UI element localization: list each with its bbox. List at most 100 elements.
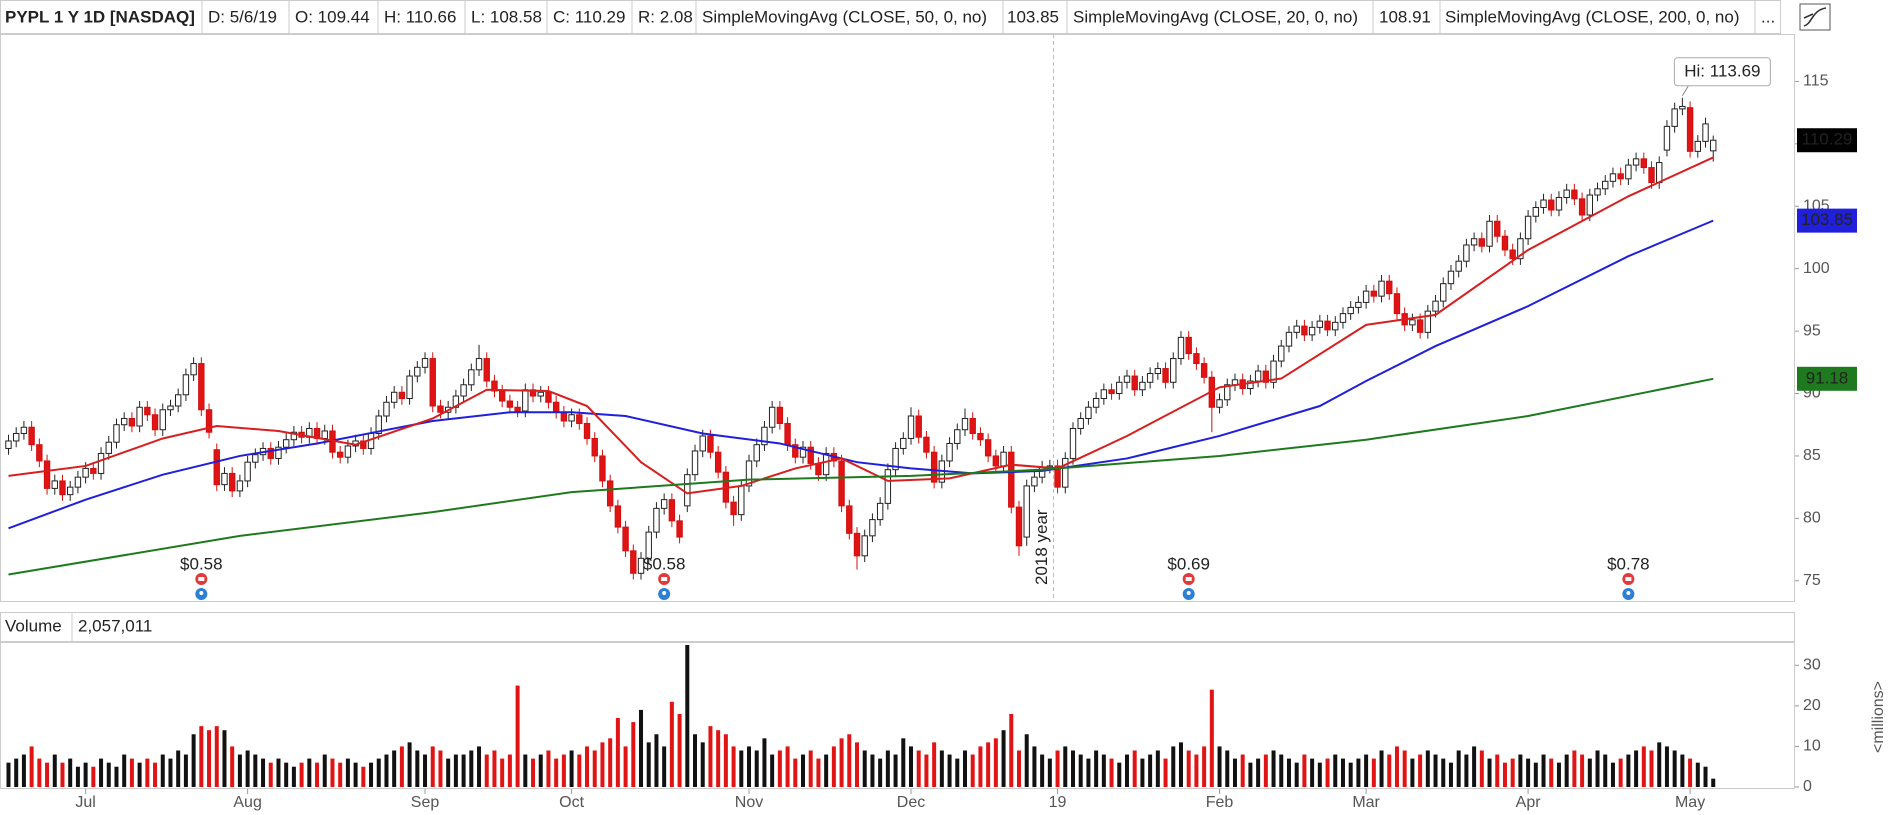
volume-bar — [1148, 754, 1153, 787]
volume-bar — [1364, 754, 1369, 787]
candle-body — [1656, 162, 1663, 184]
volume-bar — [1225, 750, 1230, 787]
candle-body — [483, 358, 490, 382]
candle-body — [460, 384, 467, 397]
icon-line[interactable] — [1803, 13, 1814, 19]
candle-body — [915, 415, 922, 438]
candle-body — [745, 460, 753, 487]
candle-body — [498, 390, 506, 402]
volume-bar — [1194, 754, 1199, 787]
volume-bar — [1572, 750, 1577, 787]
volume-bar — [1140, 758, 1145, 787]
candle-body — [861, 535, 868, 557]
candle-body — [59, 480, 66, 496]
volume-bar — [777, 750, 782, 787]
study-icon[interactable] — [1799, 3, 1831, 31]
volume-bar — [700, 742, 705, 787]
volume-bar — [1595, 750, 1600, 787]
dividend-marker: $0.58 — [180, 554, 223, 600]
volume-bar — [870, 754, 875, 787]
candle-body — [984, 439, 992, 457]
volume-bar — [222, 730, 227, 787]
candle-body — [128, 417, 136, 427]
candle-body — [282, 439, 290, 448]
volume-bar — [399, 746, 404, 787]
candle-body — [1416, 319, 1424, 333]
candle-body — [1694, 140, 1702, 152]
candle-body — [684, 474, 691, 507]
volume-bar — [577, 754, 582, 787]
volume-bar — [91, 766, 96, 787]
candle-body — [205, 409, 213, 433]
candle-body — [1478, 238, 1486, 247]
volume-bar — [45, 762, 50, 787]
candle-body — [1285, 331, 1293, 347]
candle-body — [244, 461, 251, 482]
volume-bar — [315, 762, 320, 787]
volume-bar — [369, 762, 374, 787]
volume-bar — [1618, 758, 1623, 787]
volume-bar — [1526, 758, 1531, 787]
volume-bar — [29, 746, 34, 787]
volume-bar — [168, 758, 173, 787]
candle-body — [1494, 220, 1501, 237]
volume-bar — [361, 766, 366, 787]
candle-body — [221, 472, 228, 486]
volume-bar — [1641, 746, 1646, 787]
icon-curve[interactable] — [1803, 7, 1827, 27]
volume-bar — [153, 762, 158, 787]
volume-bar — [677, 713, 682, 787]
volume-bar — [453, 754, 458, 787]
volume-bar — [515, 685, 520, 787]
candle-body — [1339, 313, 1347, 323]
candle-body — [1069, 427, 1077, 459]
volume-bar — [1340, 758, 1345, 787]
candle-body — [653, 507, 660, 533]
y-tick-label: 75 — [1803, 572, 1821, 589]
candle-body — [1054, 465, 1061, 488]
y-tick-label: 100 — [1803, 260, 1830, 277]
volume-bar — [523, 754, 528, 787]
volume-axis-label: <millions> — [1870, 681, 1887, 753]
candle-body — [545, 391, 552, 403]
volume-y-tick-label: 10 — [1803, 738, 1821, 755]
candle-body — [630, 550, 637, 574]
candle-body — [12, 432, 20, 442]
candle-body — [36, 444, 43, 462]
candle-body — [97, 452, 105, 474]
candle-body — [1710, 139, 1717, 152]
header-more[interactable]: ... — [1761, 7, 1775, 26]
candle-body — [668, 499, 676, 522]
last-price-badge: 110.29 — [1802, 130, 1853, 149]
volume-bar — [299, 762, 304, 787]
candle-body — [1347, 306, 1354, 315]
candle-body — [252, 454, 259, 463]
volume-bar — [1109, 758, 1114, 787]
candle-body — [815, 462, 822, 476]
header-high: H: 110.66 — [384, 7, 456, 26]
volume-bar — [623, 746, 628, 787]
volume-bar — [1603, 754, 1608, 787]
candle-body — [838, 460, 845, 507]
volume-bar — [345, 758, 350, 787]
candle-body — [82, 467, 89, 478]
volume-bar — [430, 746, 435, 787]
volume-bar — [114, 766, 119, 787]
volume-bar — [492, 750, 497, 787]
candle-body — [583, 422, 591, 439]
candle-body — [930, 451, 938, 483]
x-tick-label: Mar — [1352, 794, 1380, 811]
study-badge: 91.18 — [1806, 368, 1849, 387]
volume-bar — [1202, 746, 1207, 787]
volume-bar — [1286, 758, 1291, 787]
volume-bar — [6, 762, 11, 787]
candle-body — [1524, 215, 1532, 240]
candle-body — [275, 446, 282, 459]
candle-body — [1200, 363, 1208, 378]
moving-average — [8, 377, 1714, 576]
volume-bar — [1495, 754, 1500, 787]
candle-body — [360, 440, 367, 449]
y-tick-label: 115 — [1803, 73, 1829, 90]
dividend-label: $0.58 — [180, 554, 223, 573]
candle-body — [1154, 368, 1162, 375]
